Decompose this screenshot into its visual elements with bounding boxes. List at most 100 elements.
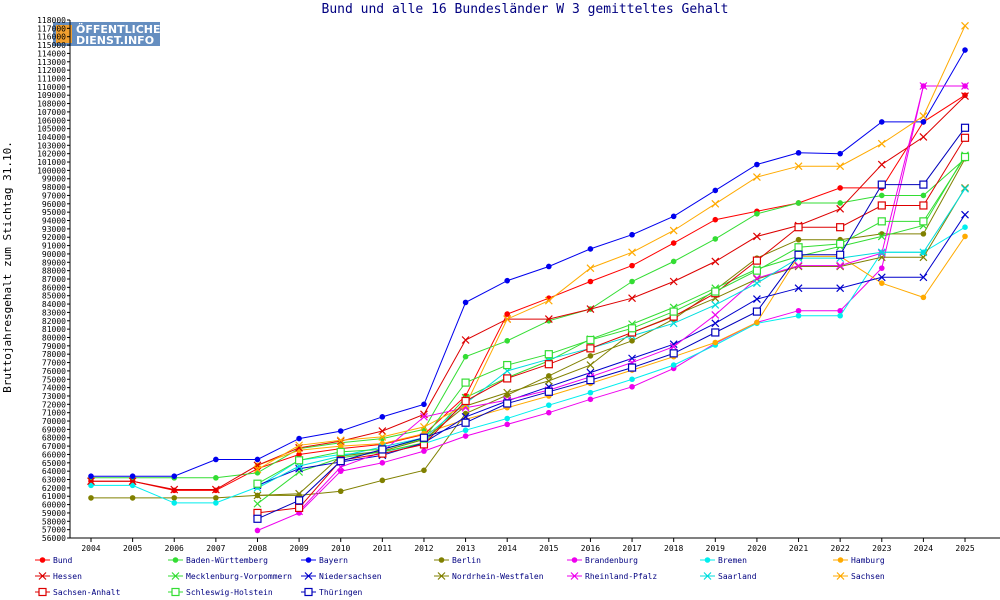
y-tick-label: 82000	[42, 317, 66, 326]
y-tick-label: 95000	[42, 208, 66, 217]
data-point	[711, 311, 720, 319]
data-point	[295, 496, 304, 505]
y-tick-label: 56000	[42, 534, 66, 543]
y-tick-label: 83000	[42, 308, 66, 317]
data-point	[462, 433, 469, 439]
data-point	[544, 315, 553, 324]
y-tick-label: 94000	[42, 217, 66, 226]
data-point	[546, 373, 552, 379]
data-point	[795, 236, 802, 243]
chart-title: Bund und alle 16 Bundesländer W 3 gemitt…	[322, 2, 729, 17]
legend-marker	[38, 572, 47, 580]
x-tick-label: 2009	[289, 544, 308, 553]
data-point	[170, 485, 179, 494]
x-tick-label: 2016	[581, 544, 600, 553]
y-tick-label: 74000	[42, 384, 66, 393]
data-point	[461, 396, 470, 406]
legend-marker	[837, 557, 844, 563]
legend-item: Berlin	[434, 556, 481, 565]
legend-marker	[172, 557, 179, 563]
legend-item: Niedersachsen	[301, 572, 382, 581]
y-axis-label: Bruttojahresgehalt zum Stichtag 31.10.	[1, 141, 14, 393]
data-point	[754, 211, 760, 217]
data-point	[794, 250, 803, 259]
data-point	[504, 421, 511, 428]
data-point	[586, 335, 595, 345]
legend-label: Hamburg	[851, 556, 885, 565]
series-line	[91, 158, 966, 499]
data-point	[711, 257, 720, 266]
x-tick-label: 2023	[872, 544, 891, 553]
data-point	[752, 307, 762, 316]
y-tick-label: 112000	[37, 66, 66, 75]
series-lines	[87, 21, 970, 534]
y-tick-label: 99000	[42, 175, 66, 184]
series-line	[257, 187, 966, 496]
legend-item: Thüringen	[301, 587, 363, 597]
data-point	[795, 307, 802, 314]
legend-marker	[438, 557, 445, 563]
data-point	[752, 256, 762, 265]
legend-label: Saarland	[718, 572, 757, 581]
data-point	[503, 374, 512, 383]
data-point	[836, 162, 845, 171]
series-line	[91, 49, 966, 477]
data-point	[837, 200, 843, 206]
y-tick-label: 101000	[37, 158, 66, 167]
legend-label: Mecklenburg-Vorpommern	[186, 572, 292, 581]
x-tick-label: 2006	[165, 544, 184, 553]
y-tick-label: 104000	[37, 133, 66, 142]
data-point	[586, 305, 595, 314]
legend-item: Rheinland-Pfalz	[567, 572, 657, 581]
data-point	[794, 284, 803, 293]
data-point	[629, 376, 635, 383]
legend-label: Niedersachsen	[319, 572, 382, 581]
data-point	[503, 399, 512, 408]
data-point	[877, 217, 886, 226]
data-point	[711, 287, 720, 296]
y-tick-label: 118000	[37, 16, 66, 25]
y-tick-label: 68000	[42, 434, 66, 443]
legend-marker	[171, 587, 180, 597]
data-point	[129, 495, 136, 501]
y-tick-label: 75000	[42, 375, 66, 384]
data-point	[837, 307, 843, 314]
data-point	[419, 433, 429, 442]
y-tick-label: 80000	[42, 333, 66, 342]
y-tick-label: 115000	[37, 41, 66, 50]
series-line	[257, 236, 966, 466]
series-line	[91, 94, 966, 491]
legend-marker	[38, 587, 47, 597]
data-point	[253, 465, 262, 474]
data-point	[336, 447, 345, 457]
data-point	[960, 133, 970, 142]
series-line	[91, 158, 966, 479]
data-point	[794, 162, 803, 171]
data-point	[877, 139, 886, 148]
y-tick-label: 98000	[42, 183, 66, 192]
data-point	[794, 223, 803, 232]
data-point	[504, 277, 511, 284]
data-point	[462, 427, 469, 434]
data-point	[752, 173, 761, 181]
data-point	[752, 279, 761, 288]
data-point	[670, 240, 677, 246]
logo-mark-icon	[56, 25, 72, 43]
data-point	[421, 467, 427, 474]
data-point	[379, 477, 386, 484]
data-point	[587, 389, 594, 396]
data-point	[920, 119, 927, 125]
data-point	[295, 464, 304, 473]
x-tick-label: 2021	[789, 544, 808, 553]
data-point	[461, 418, 470, 427]
data-point	[836, 261, 845, 270]
y-tick-label: 57000	[42, 526, 66, 535]
data-point	[628, 294, 636, 303]
data-point	[421, 401, 427, 408]
y-tick-label: 65000	[42, 459, 66, 468]
series-line	[257, 188, 966, 489]
legend-item: Baden-Württemberg	[168, 556, 268, 565]
data-point	[129, 482, 136, 489]
series-line	[257, 137, 966, 514]
data-point	[544, 360, 553, 369]
